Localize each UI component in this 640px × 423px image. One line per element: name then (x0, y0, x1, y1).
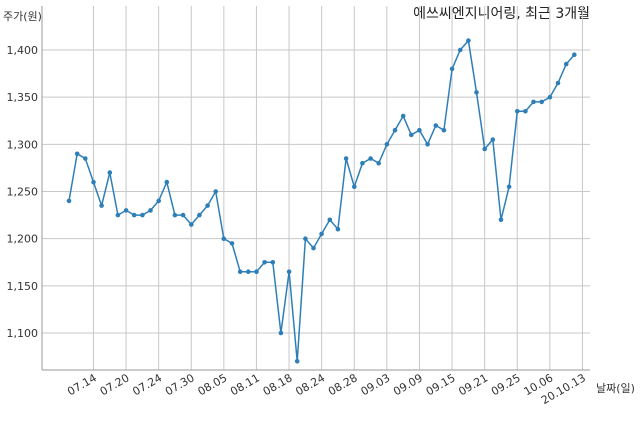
y-tick-label: 1,350 (7, 91, 39, 104)
x-tick-label: 08.28 (326, 371, 360, 398)
data-point (319, 231, 324, 237)
y-tick-label: 1,250 (7, 186, 39, 199)
data-point (83, 156, 88, 161)
data-point (490, 137, 496, 142)
data-point (531, 99, 536, 105)
data-point (74, 151, 80, 157)
data-point (523, 109, 528, 114)
data-point (237, 269, 243, 275)
data-point (433, 123, 439, 128)
data-point (303, 236, 308, 241)
data-point (197, 212, 202, 218)
data-point (572, 52, 577, 57)
x-axis-label: 날짜(일) (596, 381, 635, 395)
data-point (441, 127, 447, 133)
grid (42, 6, 590, 370)
y-tick-label: 1,300 (7, 138, 39, 151)
data-point (180, 212, 186, 218)
data-point (107, 170, 113, 175)
data-point (213, 189, 218, 194)
x-tick-label: 07.20 (98, 371, 132, 398)
data-point (148, 208, 153, 213)
data-point (515, 109, 520, 114)
data-point (547, 94, 553, 100)
data-point (172, 212, 178, 218)
x-tick-label: 07.30 (163, 371, 197, 398)
x-tick-label: 08.24 (293, 371, 327, 398)
data-point (254, 269, 259, 275)
data-point (539, 99, 544, 105)
data-point (392, 127, 398, 133)
data-point (457, 47, 463, 53)
y-tick-label: 1,200 (7, 233, 39, 246)
data-point (343, 156, 349, 161)
data-point (466, 38, 471, 43)
x-tick-label: 09.09 (391, 371, 425, 398)
data-point (352, 184, 357, 190)
data-point (189, 222, 194, 227)
x-tick-label: 07.14 (65, 371, 99, 398)
data-point (278, 330, 284, 336)
data-point (156, 198, 161, 204)
data-point (563, 61, 569, 67)
data-point (498, 217, 504, 223)
series (66, 38, 577, 364)
x-tick-label: 08.11 (228, 371, 262, 398)
data-point (555, 80, 561, 86)
data-point (246, 269, 251, 275)
y-axis-label: 주가(원) (3, 10, 42, 23)
x-tick-label: 08.18 (261, 371, 295, 398)
data-point (506, 184, 512, 190)
x-tick-label: 08.05 (196, 371, 230, 398)
data-point (409, 132, 414, 138)
data-point (482, 146, 488, 152)
x-tick-label: 09.25 (489, 371, 523, 398)
data-point (115, 212, 121, 218)
x-tick-label: 07.24 (130, 371, 164, 398)
y-tick-label: 1,150 (7, 280, 39, 293)
data-point (376, 160, 382, 166)
data-point (400, 113, 406, 119)
data-point (131, 212, 137, 218)
data-point (270, 260, 276, 265)
x-tick-label: 09.21 (456, 371, 490, 398)
data-point (286, 269, 292, 275)
data-point (384, 142, 390, 147)
chart-title: 에쓰씨엔지니어링, 최근 3개월 (413, 6, 590, 22)
data-point (294, 359, 300, 364)
data-point (311, 245, 316, 251)
data-point (368, 156, 373, 161)
data-point (360, 160, 365, 166)
data-point (91, 179, 96, 185)
data-point (449, 66, 455, 72)
x-tick-label: 09.15 (424, 371, 458, 398)
data-point (99, 203, 104, 208)
data-point (123, 208, 129, 213)
data-point (327, 217, 333, 223)
data-point (229, 241, 235, 246)
data-point (164, 179, 170, 185)
data-point (205, 203, 210, 208)
data-point (335, 226, 341, 232)
data-point (221, 236, 227, 241)
data-point (66, 198, 72, 204)
data-point (425, 142, 430, 147)
x-tick-label: 09.03 (359, 371, 393, 398)
y-tick-label: 1,100 (7, 327, 39, 340)
data-point (474, 90, 479, 95)
data-point (262, 260, 267, 265)
data-point (417, 127, 422, 133)
y-tick-label: 1,400 (7, 44, 39, 57)
data-point (140, 212, 145, 218)
